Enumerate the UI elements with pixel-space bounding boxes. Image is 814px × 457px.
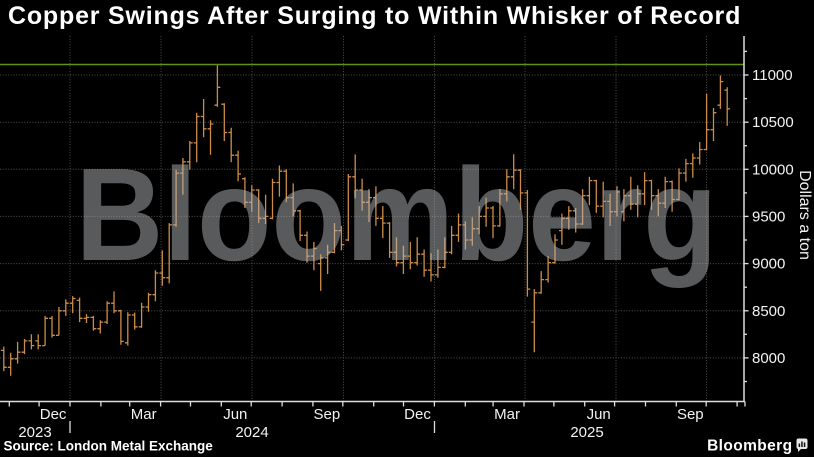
svg-text:11000: 11000 — [752, 67, 793, 84]
svg-text:Mar: Mar — [494, 406, 520, 423]
svg-text:Sep: Sep — [677, 406, 704, 423]
svg-text:2023: 2023 — [18, 424, 51, 441]
svg-text:Bloomberg: Bloomberg — [76, 141, 718, 288]
svg-text:8000: 8000 — [752, 350, 785, 367]
svg-text:2024: 2024 — [235, 424, 268, 441]
svg-text:9000: 9000 — [752, 256, 785, 273]
svg-text:Dec: Dec — [40, 406, 67, 423]
svg-text:10500: 10500 — [752, 114, 794, 131]
svg-text:8500: 8500 — [752, 303, 785, 320]
svg-text:10000: 10000 — [752, 161, 794, 178]
svg-text:Bloomberg: Bloomberg — [707, 438, 792, 455]
svg-text:Jun: Jun — [223, 406, 247, 423]
svg-text:9500: 9500 — [752, 208, 785, 225]
svg-text:Dollars a ton: Dollars a ton — [796, 170, 813, 260]
svg-text:Dec: Dec — [404, 406, 431, 423]
svg-text:Mar: Mar — [131, 406, 157, 423]
svg-text:Jun: Jun — [587, 406, 611, 423]
svg-text:Sep: Sep — [314, 406, 341, 423]
svg-text:2025: 2025 — [570, 424, 603, 441]
svg-text:Source: London Metal Exchange: Source: London Metal Exchange — [4, 439, 214, 454]
